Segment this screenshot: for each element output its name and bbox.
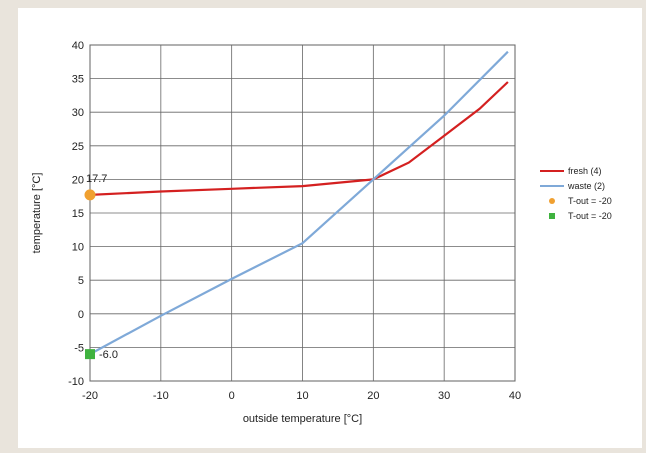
- legend-label: T-out = -20: [568, 211, 612, 221]
- legend-swatch: [549, 198, 555, 204]
- y-tick-label: -10: [68, 376, 84, 388]
- y-tick-label: 0: [78, 309, 84, 321]
- chart-frame: -20 -10 0 10 20 30 40 -10 -5 0 5 10 15 20 25 30 35 40 17.…: [18, 8, 642, 448]
- y-tick-label: 15: [72, 208, 84, 220]
- x-tick-label: -10: [153, 390, 169, 402]
- data-label: 17.7: [86, 173, 107, 185]
- legend: fresh (4) waste (2) T-out = -20 T-out = -20: [540, 166, 612, 221]
- y-tick-label: 10: [72, 242, 84, 254]
- x-tick-label: 20: [367, 390, 379, 402]
- legend-swatch: [549, 213, 555, 219]
- legend-label: waste (2): [567, 181, 605, 191]
- x-tick-label: 30: [438, 390, 450, 402]
- chart: -20 -10 0 10 20 30 40 -10 -5 0 5 10 15 20 25 30 35 40 17.…: [31, 40, 612, 425]
- data-point-marker: [84, 189, 96, 201]
- y-tick-label: 25: [72, 141, 84, 153]
- x-tick-label: 10: [296, 390, 308, 402]
- x-tick-label: 40: [509, 390, 521, 402]
- legend-label: T-out = -20: [568, 196, 612, 206]
- data-point-marker: [85, 349, 95, 360]
- series-lines: [89, 50, 509, 356]
- y-tick-label: 40: [72, 40, 84, 52]
- data-label: -6.0: [99, 349, 118, 361]
- series-line-1: [89, 50, 509, 356]
- x-tick-label: -20: [82, 390, 98, 402]
- legend-label: fresh (4): [568, 166, 602, 176]
- y-tick-label: 20: [72, 174, 84, 186]
- y-tick-label: 35: [72, 74, 84, 86]
- tick-labels: -20 -10 0 10 20 30 40 -10 -5 0 5 10 15 20 25 30 35 40: [68, 40, 521, 402]
- y-axis-title: temperature [°C]: [31, 173, 43, 254]
- x-axis-title: outside temperature [°C]: [243, 413, 362, 425]
- y-tick-label: 5: [78, 275, 84, 287]
- y-tick-label: -5: [74, 342, 84, 354]
- series-markers: 17.7 -6.0: [84, 173, 118, 361]
- y-tick-label: 30: [72, 107, 84, 119]
- gridlines: [89, 44, 516, 382]
- x-tick-label: 0: [229, 390, 235, 402]
